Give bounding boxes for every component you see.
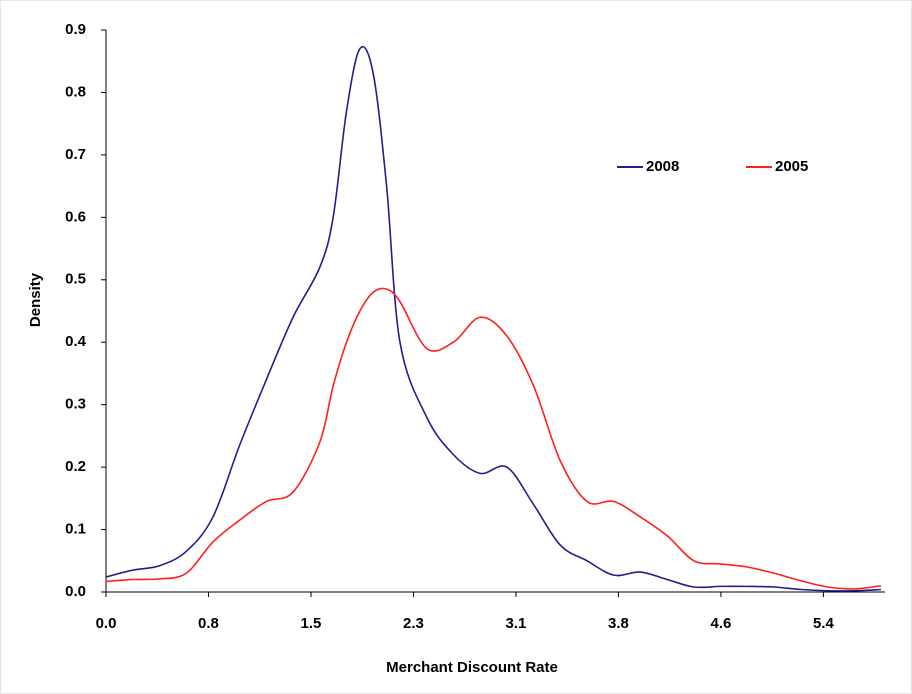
x-tick-label: 4.6 (710, 615, 731, 632)
x-tick-label: 2.3 (403, 615, 424, 632)
y-tick-label: 0.3 (65, 396, 86, 413)
x-tick-label: 5.4 (813, 615, 835, 632)
line-series (105, 287, 882, 590)
y-tick-label: 0.7 (65, 146, 86, 163)
y-tick-label: 0.1 (65, 521, 86, 538)
x-tick-label: 3.8 (608, 615, 629, 632)
y-tick-label: 0.0 (65, 583, 86, 600)
y-tick-label: 0.9 (65, 21, 86, 38)
y-axis-label: Density (27, 272, 44, 327)
y-tick-label: 0.6 (65, 208, 86, 225)
y-tick-label: 0.4 (65, 333, 87, 350)
legend-label: 2008 (646, 158, 679, 175)
x-tick-label: 3.1 (506, 615, 527, 632)
x-tick-label: 0.8 (198, 615, 219, 632)
x-axis-label: Merchant Discount Rate (386, 659, 558, 676)
y-tick-label: 0.8 (65, 83, 86, 100)
x-tick-label: 0.0 (96, 615, 117, 632)
line-series (105, 45, 882, 592)
x-tick-label: 1.5 (301, 615, 322, 632)
legend-label: 2005 (775, 158, 808, 175)
y-tick-label: 0.5 (65, 271, 86, 288)
y-tick-label: 0.2 (65, 458, 86, 475)
